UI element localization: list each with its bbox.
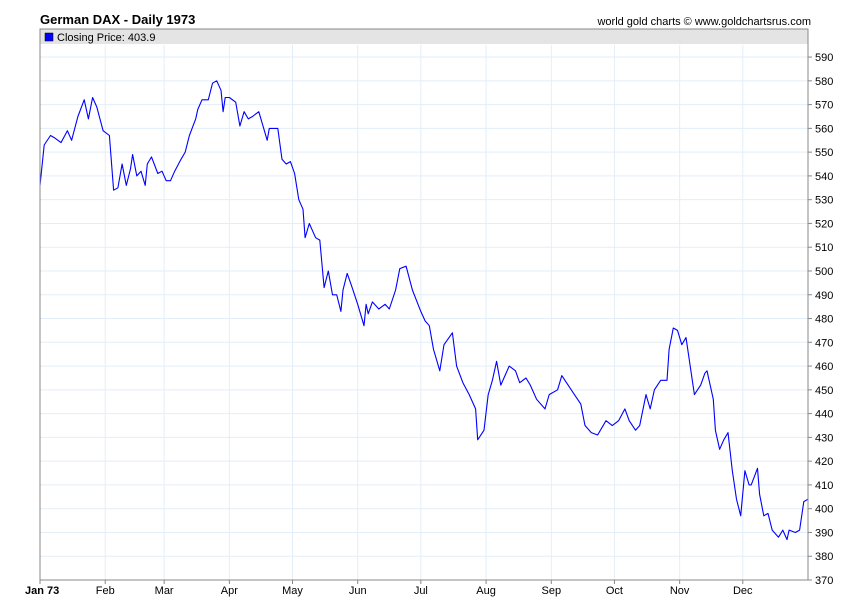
x-tick-label: Aug [476, 585, 496, 597]
x-tick-label: Oct [606, 585, 623, 597]
legend-bar [40, 29, 808, 44]
y-tick-label: 510 [815, 242, 833, 254]
y-tick-label: 440 [815, 409, 833, 421]
y-tick-label: 560 [815, 123, 833, 135]
x-tick-label: Sep [542, 585, 562, 597]
y-tick-label: 430 [815, 432, 833, 444]
y-tick-label: 370 [815, 575, 833, 587]
x-tick-label: Apr [221, 585, 238, 597]
legend-swatch [44, 32, 54, 42]
x-tick-label: Jul [414, 585, 428, 597]
chart-title: German DAX - Daily 1973 [40, 12, 196, 27]
y-tick-label: 550 [815, 147, 833, 159]
y-tick-label: 570 [815, 100, 833, 112]
y-tick-label: 590 [815, 52, 833, 64]
y-tick-label: 460 [815, 361, 833, 373]
series-line [39, 80, 809, 541]
x-tick-label: Dec [733, 585, 753, 597]
y-tick-label: 530 [815, 195, 833, 207]
y-tick-label: 470 [815, 337, 833, 349]
y-tick-label: 480 [815, 314, 833, 326]
x-tick-label: Jun [349, 585, 367, 597]
y-tick-label: 380 [815, 551, 833, 563]
y-axis: 370 380 390 400 410 420 430 440 450 460 470 480 490 5… [808, 52, 833, 587]
x-tick-label: May [282, 585, 303, 597]
y-tick-label: 540 [815, 171, 833, 183]
x-tick-label: Jan 73 [25, 585, 59, 597]
y-tick-label: 580 [815, 76, 833, 88]
legend-label: Closing Price: 403.9 [57, 32, 155, 44]
plot-frame [39, 28, 809, 581]
chart-credit: world gold charts © www.goldchartsrus.co… [597, 16, 811, 28]
x-tick-label: Nov [670, 585, 690, 597]
y-tick-label: 450 [815, 385, 833, 397]
y-tick-label: 390 [815, 527, 833, 539]
y-tick-label: 420 [815, 456, 833, 468]
y-tick-label: 410 [815, 480, 833, 492]
x-axis: Jan 73 Feb Mar Apr May Jun Jul Aug Sep Oct Nov Dec [25, 580, 753, 597]
x-tick-label: Feb [96, 585, 115, 597]
y-tick-label: 520 [815, 218, 833, 230]
y-tick-label: 400 [815, 504, 833, 516]
y-tick-label: 490 [815, 290, 833, 302]
x-tick-label: Mar [155, 585, 174, 597]
y-tick-label: 500 [815, 266, 833, 278]
series-closing-price [39, 80, 809, 541]
gridlines [40, 45, 808, 580]
